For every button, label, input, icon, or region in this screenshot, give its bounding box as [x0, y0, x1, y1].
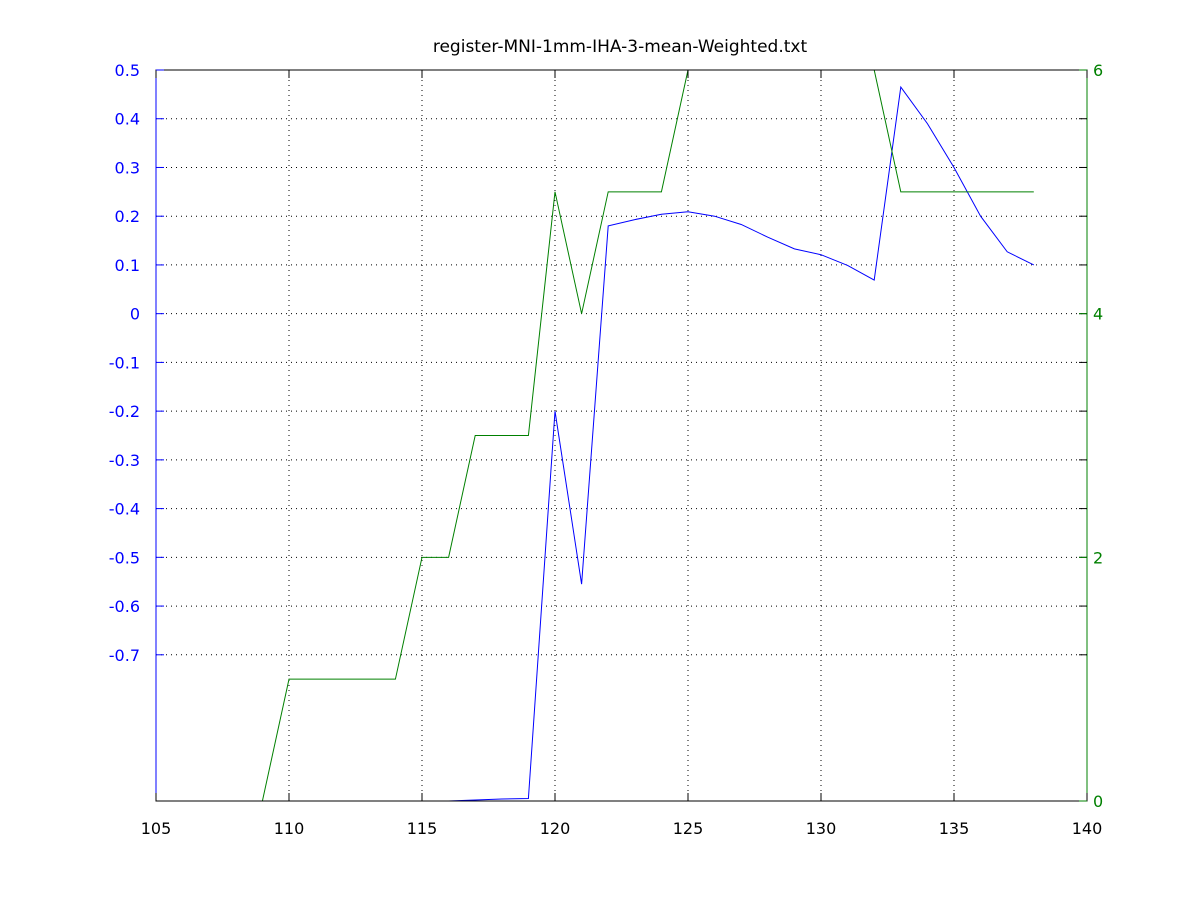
grid: [156, 70, 1087, 801]
x-tick-label: 125: [673, 819, 704, 838]
y-left-tick-label: -0.2: [109, 402, 140, 421]
y-right-tick-label: 0: [1093, 792, 1103, 811]
y-right-tick-label: 2: [1093, 548, 1103, 567]
y-left-tick-label: -0.1: [109, 353, 140, 372]
y-left-tick-label: -0.7: [109, 646, 140, 665]
series-line-left-axis: [448, 85, 1035, 801]
y-left-tick-label: -0.4: [109, 500, 140, 519]
ticks: 105 110 115 120 125 130 135 140 0.5 0.4 0.3 0.2 0.1 0…: [109, 61, 1103, 838]
y-left-tick-label: -0.6: [109, 597, 140, 616]
y-left-tick-label: 0.1: [115, 256, 140, 275]
x-tick-label: 110: [274, 819, 305, 838]
y-right-tick-label: 4: [1093, 305, 1103, 324]
x-tick-label: 105: [141, 819, 172, 838]
y-left-tick-label: -0.5: [109, 548, 140, 567]
y-left-tick-label: 0: [130, 305, 140, 324]
y-left-tick-label: 0.4: [115, 110, 140, 129]
y-left-tick-label: 0.5: [115, 61, 140, 80]
x-tick-label: 140: [1072, 819, 1103, 838]
y-left-tick-label: -0.3: [109, 451, 140, 470]
y-right-tick-label: 6: [1093, 61, 1103, 80]
x-tick-label: 120: [540, 819, 571, 838]
chart-title: register-MNI-1mm-IHA-3-mean-Weighted.txt: [433, 37, 808, 57]
series-line-right-axis: [235, 70, 1034, 801]
x-tick-label: 115: [407, 819, 438, 838]
y-left-tick-label: 0.2: [115, 207, 140, 226]
x-tick-label: 130: [806, 819, 837, 838]
y-left-tick-label: 0.3: [115, 158, 140, 177]
x-tick-label: 135: [939, 819, 970, 838]
series-layer: [235, 70, 1035, 801]
